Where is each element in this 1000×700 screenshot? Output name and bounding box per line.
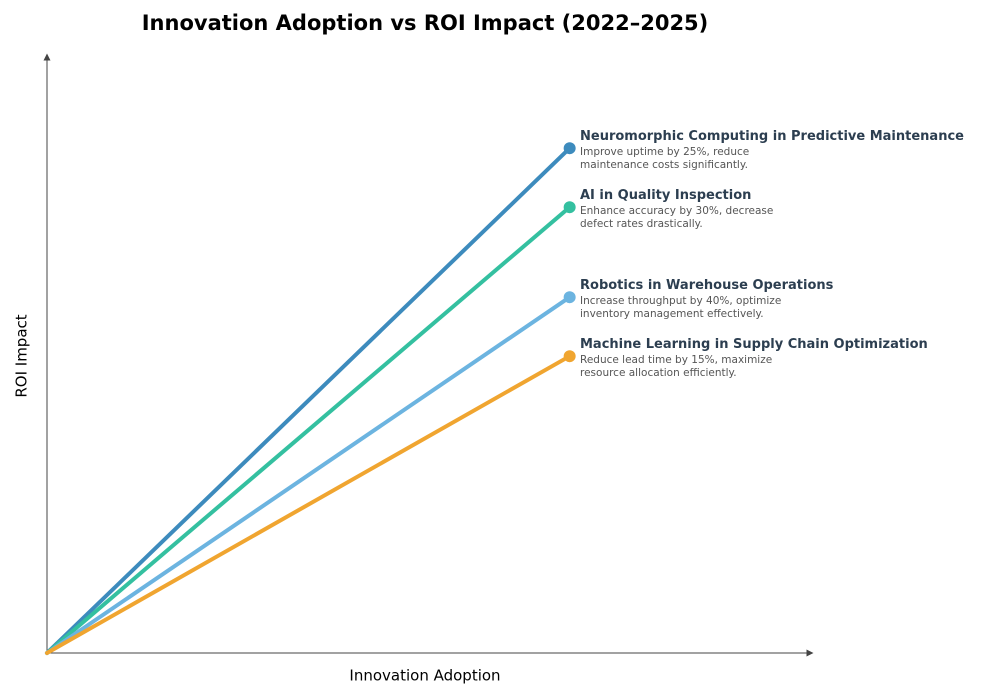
end-point <box>563 291 576 304</box>
series-line <box>45 354 572 655</box>
annotation: Neuromorphic Computing in Predictive Mai… <box>580 129 964 171</box>
annotation: AI in Quality Inspection Enhance accuracy… <box>580 188 795 230</box>
x-axis-label: Innovation Adoption <box>349 667 500 685</box>
annotation: Machine Learning in Supply Chain Optimiz… <box>580 337 928 379</box>
series-line <box>45 205 572 655</box>
annotation-text: Increase throughput by 40%, optimize inv… <box>580 295 782 320</box>
annotation-title: Robotics in Warehouse Operations <box>580 278 834 294</box>
end-point <box>563 142 576 155</box>
annotation-text: Reduce lead time by 15%, maximize resour… <box>580 354 773 379</box>
annotation: Robotics in Warehouse Operations Increase… <box>580 278 834 320</box>
series-line <box>45 146 572 655</box>
series-line <box>45 295 572 655</box>
y-axis-label: ROI Impact <box>13 314 31 397</box>
annotation-text: Improve uptime by 25%, reduce maintenanc… <box>580 146 750 171</box>
chart-title: Innovation Adoption vs ROI Impact (2022–… <box>142 11 709 35</box>
end-point <box>563 350 576 363</box>
end-point <box>563 201 576 214</box>
annotation-title: AI in Quality Inspection <box>580 188 752 204</box>
annotation-title: Neuromorphic Computing in Predictive Mai… <box>580 129 964 145</box>
annotation-title: Machine Learning in Supply Chain Optimiz… <box>580 337 928 353</box>
annotation-text: Enhance accuracy by 30%, decrease defect… <box>580 205 774 230</box>
